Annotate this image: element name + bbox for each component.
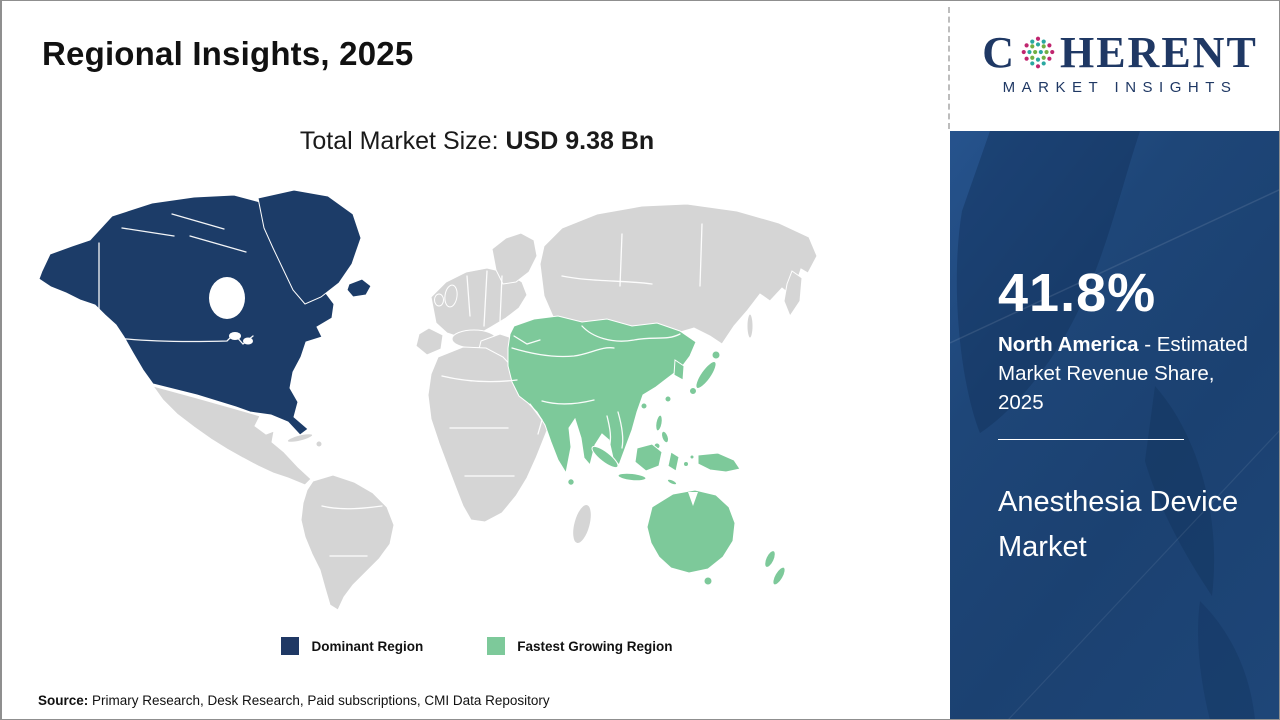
globe-dots-icon <box>1021 36 1055 69</box>
sidebar-content: 41.8% North America - Estimated Market R… <box>998 266 1260 570</box>
region-uk <box>444 284 458 308</box>
region-scandinavia <box>491 232 538 285</box>
region-cuba <box>286 433 314 443</box>
market-name: Anesthesia Device Market <box>998 486 1239 563</box>
region-sulawesi <box>667 451 680 472</box>
region-tasmania <box>703 576 713 586</box>
fastest-growing-region-shapes <box>507 315 786 586</box>
region-java <box>617 472 647 482</box>
source-line: Source: Primary Research, Desk Research,… <box>38 693 550 708</box>
arctic-channel-2 <box>171 213 225 230</box>
market-size-label: Total Market Size: <box>299 127 506 155</box>
page-title: Regional Insights, 2025 <box>42 35 414 72</box>
region-nz-south <box>772 566 786 586</box>
hudson-bay <box>209 277 245 319</box>
sidebar-divider <box>998 439 1184 440</box>
market-share-value: 41.8% <box>998 263 1157 323</box>
sidebar-map-texture <box>950 131 1279 719</box>
region-greenland <box>257 189 362 305</box>
country-borders <box>98 223 703 557</box>
source-label: Source: <box>38 693 89 708</box>
sidebar-panel: 41.8% North America - Estimated Market R… <box>950 131 1279 719</box>
region-moluccas-1 <box>683 461 689 467</box>
region-europe <box>430 267 528 339</box>
region-korea <box>673 359 685 381</box>
dominant-region-label: Dominant Region <box>311 638 424 654</box>
region-madagascar <box>572 504 592 544</box>
market-share-description: North America - Estimated Market Revenue… <box>998 330 1260 417</box>
region-japan-kyushu <box>689 387 697 395</box>
region-philippines-1 <box>655 414 663 432</box>
brand-name-rest: HERENT <box>1059 28 1258 77</box>
region-timor <box>666 478 678 486</box>
brand-tagline: MARKET INSIGHTS <box>1002 79 1238 96</box>
market-size-value: USD 9.38 Bn <box>505 127 655 155</box>
region-sri-lanka <box>567 478 575 486</box>
brand-logo: C HERENT MARKET INSIGHTS <box>970 31 1270 97</box>
dashed-divider <box>948 7 950 129</box>
region-japan-honshu <box>695 361 717 389</box>
region-mexico-central-america <box>151 385 312 486</box>
world-map <box>22 176 882 626</box>
share-description: - Estimated Market Revenue Share, 2025 <box>998 333 1248 414</box>
region-sakhalin <box>746 313 754 339</box>
region-philippines-2 <box>661 430 669 444</box>
region-iceland <box>346 278 372 298</box>
legend-item-fastest: Fastest Growing Region <box>487 637 673 655</box>
region-japan-hokkaido <box>711 350 721 360</box>
region-hispaniola <box>315 440 323 448</box>
legend-item-dominant: Dominant Region <box>281 637 423 655</box>
region-taiwan <box>664 395 672 403</box>
brand-wordmark: C HERENT <box>970 31 1270 75</box>
region-sumatra <box>591 445 619 469</box>
region-name: North America <box>998 333 1139 356</box>
map-legend: Dominant Region Fastest Growing Region <box>62 637 892 655</box>
dominant-region-shapes <box>38 189 372 436</box>
region-south-america <box>300 474 395 611</box>
world-map-svg <box>38 189 818 611</box>
source-text: Primary Research, Desk Research, Paid su… <box>88 693 550 708</box>
region-moluccas-2 <box>689 454 695 460</box>
dominant-region-swatch <box>281 637 300 655</box>
arctic-channel-1 <box>121 227 175 237</box>
region-new-guinea <box>697 452 741 473</box>
gulf-of-carpentaria <box>688 492 698 506</box>
region-borneo <box>634 443 663 472</box>
region-ireland <box>434 293 444 307</box>
region-kamchatka <box>783 270 803 318</box>
region-australia <box>646 489 736 574</box>
total-market-size: Total Market Size: USD 9.38 Bn <box>62 127 892 156</box>
brand-letter-c: C <box>982 28 1016 77</box>
region-hainan <box>640 402 648 410</box>
region-nz-north <box>764 550 776 568</box>
region-iberia <box>415 327 444 356</box>
fastest-growing-label: Fastest Growing Region <box>517 638 673 654</box>
region-north-america <box>38 194 335 436</box>
fastest-growing-swatch <box>487 637 506 655</box>
arctic-channel-3 <box>189 235 247 253</box>
